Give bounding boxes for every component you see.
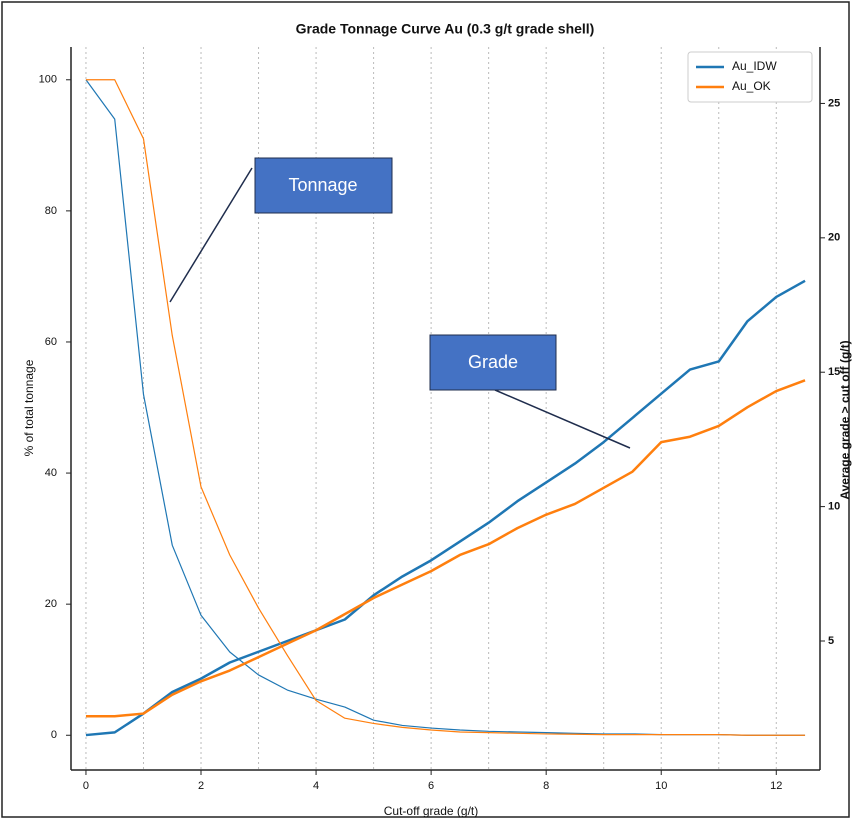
y2-tick-label: 20 — [828, 232, 840, 244]
y-tick-label: 100 — [39, 74, 57, 86]
legend: Au_IDW Au_OK — [687, 51, 813, 103]
x-tick-label: 2 — [198, 780, 204, 792]
annotation-arrow — [494, 389, 631, 449]
y-tick-label: 60 — [45, 336, 57, 348]
x-tick-label: 8 — [543, 780, 549, 792]
annotation-text: Tonnage — [288, 175, 357, 195]
grade-line — [85, 379, 806, 718]
legend-label: Au_OK — [732, 79, 771, 93]
x-tick-label: 4 — [313, 780, 319, 792]
annotation-arrow — [169, 167, 253, 303]
chart-title: Grade Tonnage Curve Au (0.3 g/t grade sh… — [296, 21, 595, 37]
y2-tick-label: 10 — [828, 501, 840, 513]
plot-area: 0 2 4 6 8 10 12 0 20 40 60 80 100 5 10 15 20 25 Au_IDW Au_O… — [39, 47, 840, 792]
y-tick-label: 0 — [51, 729, 57, 741]
annotation-grade: Grade — [429, 334, 631, 449]
annotation-box — [429, 334, 557, 391]
x-tick-label: 0 — [83, 780, 89, 792]
x-tick-label: 6 — [428, 780, 434, 792]
x-tick-label: 12 — [770, 780, 782, 792]
y-tick-label: 40 — [45, 467, 57, 479]
tonnage-line — [85, 79, 806, 736]
x-axis-label: Cut-off grade (g/t) — [384, 804, 479, 818]
grade-line — [85, 279, 806, 737]
legend-box — [687, 51, 813, 103]
y2-tick-label: 25 — [828, 97, 840, 109]
annotation-tonnage: Tonnage — [169, 157, 393, 303]
annotation-box — [254, 157, 393, 214]
y2-tick-label: 5 — [828, 635, 834, 647]
y2-axis-label: Average grade > cut off (g/t) — [838, 340, 852, 499]
y2-tick-label: 15 — [828, 366, 840, 378]
y-tick-label: 80 — [45, 205, 57, 217]
legend-label: Au_IDW — [732, 59, 777, 73]
x-tick-label: 10 — [655, 780, 667, 792]
tonnage-line — [85, 79, 806, 736]
annotation-text: Grade — [468, 352, 518, 372]
y-tick-label: 20 — [45, 598, 57, 610]
y-axis-label: % of total tonnage — [22, 359, 36, 456]
